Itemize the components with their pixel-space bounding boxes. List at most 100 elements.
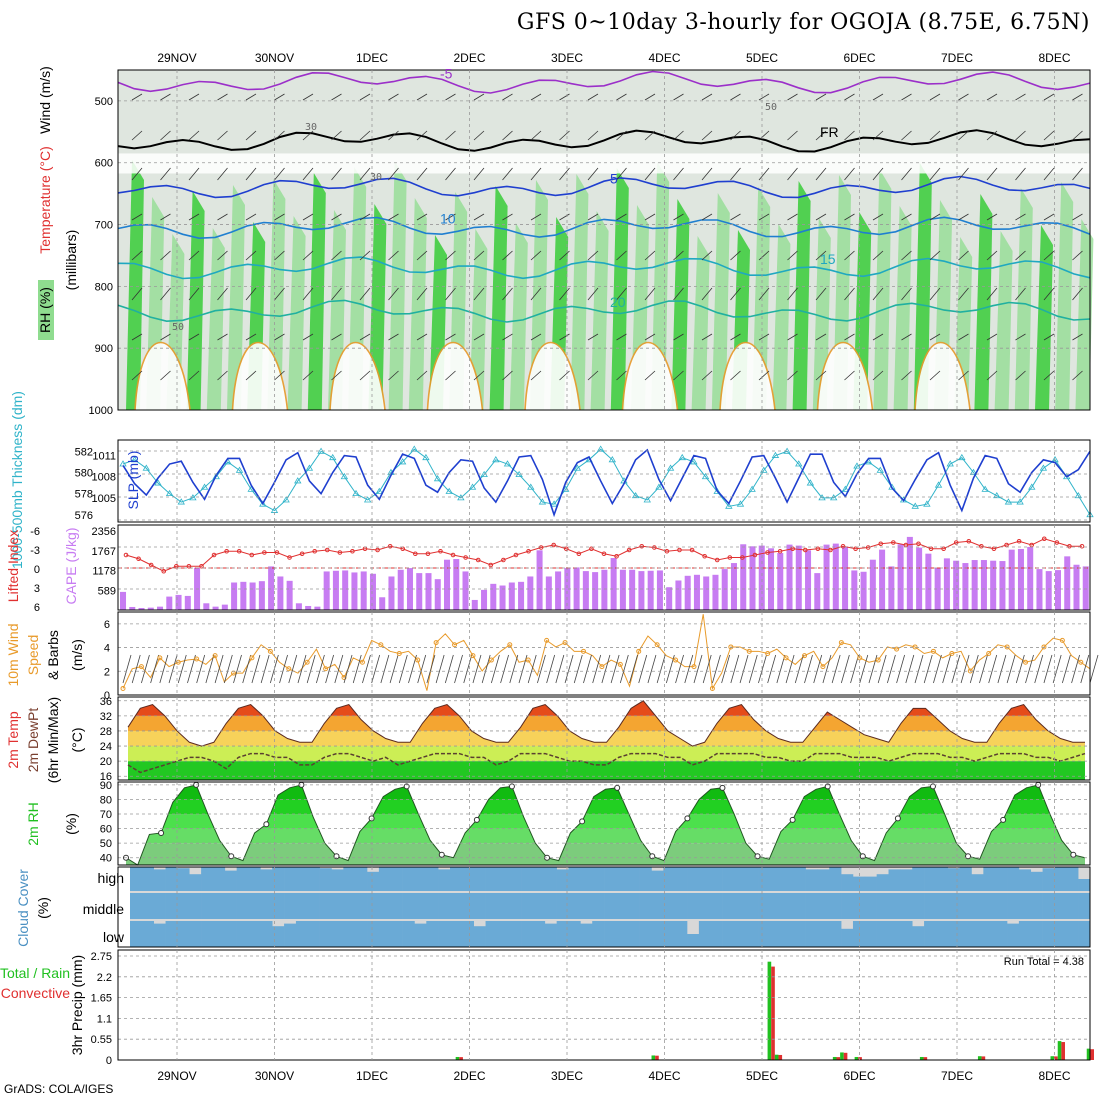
cloud-cover-bar bbox=[663, 921, 676, 947]
rh-band bbox=[408, 198, 427, 410]
wind-barb bbox=[901, 130, 912, 141]
wind-barb bbox=[502, 250, 513, 261]
thickness-point bbox=[713, 487, 721, 494]
precip-total-bar bbox=[455, 1056, 460, 1060]
cloud-cover-bar bbox=[165, 921, 178, 947]
wind-barb bbox=[160, 213, 171, 221]
thickness-point bbox=[329, 453, 337, 461]
cape-bar bbox=[240, 581, 247, 610]
cloud-cover-bar bbox=[450, 893, 463, 919]
wind-barb bbox=[929, 333, 941, 341]
wind-barb bbox=[673, 93, 684, 101]
cloud-cover-bar bbox=[177, 868, 190, 891]
slp-tick-label: 1011 bbox=[92, 451, 116, 463]
cloud-cover-bar bbox=[615, 921, 629, 947]
rh-tick-label: 70 bbox=[100, 809, 112, 821]
wind-barb bbox=[844, 130, 855, 141]
cloud-cover-bar bbox=[509, 893, 522, 919]
wind-barb bbox=[1043, 167, 1055, 181]
lifted-index-point bbox=[589, 546, 594, 552]
cape-bar bbox=[221, 604, 228, 610]
cloud-cover-bar bbox=[935, 867, 949, 891]
thickness-tick-label: 582 bbox=[75, 446, 93, 458]
thickness-tick-label: 580 bbox=[75, 467, 93, 479]
cape-bar bbox=[601, 569, 608, 610]
wind-barb bbox=[359, 333, 371, 341]
cloud-cover-bar bbox=[414, 893, 427, 919]
data-layer bbox=[117, 70, 1099, 1060]
wind-barb bbox=[388, 167, 399, 181]
wind-barb-10m bbox=[776, 654, 786, 684]
boundary-layer-contour bbox=[816, 342, 874, 411]
wind-barb bbox=[958, 167, 969, 181]
wind-barb bbox=[530, 333, 542, 341]
wind-barb bbox=[131, 333, 143, 341]
wind-barb-10m bbox=[490, 654, 500, 684]
date-label-bottom: 4DEC bbox=[648, 1069, 680, 1083]
cloud-cover-bar bbox=[829, 867, 842, 891]
temp-axis-label-c: (6hr Min/Max) bbox=[45, 697, 61, 783]
cloud-cover-bar bbox=[1042, 921, 1055, 947]
wind-barb bbox=[616, 130, 627, 141]
wind-barb-10m bbox=[417, 654, 427, 684]
cloud-cover-bar bbox=[841, 928, 854, 947]
boundary-layer-contour bbox=[329, 342, 386, 411]
wind-barb bbox=[217, 333, 228, 341]
cape-bar bbox=[1054, 570, 1061, 610]
lifted-index-point bbox=[299, 551, 305, 557]
wind-barb bbox=[245, 250, 257, 261]
cloud-cover-bar bbox=[947, 921, 960, 947]
wind-barb bbox=[758, 333, 770, 341]
wind-barb-10m bbox=[933, 654, 942, 684]
precip-convective-bar bbox=[778, 1054, 783, 1060]
lifted-index-point bbox=[652, 545, 657, 550]
cape-bar bbox=[120, 591, 127, 610]
wind-barb bbox=[844, 93, 855, 101]
wind-barb bbox=[929, 93, 941, 101]
wind-barb-10m bbox=[325, 654, 334, 684]
rh-point bbox=[473, 816, 480, 823]
cape-bar bbox=[962, 563, 969, 610]
cape-bar bbox=[795, 545, 802, 610]
cloud-cover-bar bbox=[307, 893, 320, 919]
lifted-index-point bbox=[324, 547, 330, 553]
wind-barb bbox=[1072, 213, 1083, 221]
cape-frame bbox=[117, 524, 1091, 611]
cloud-cover-bar bbox=[212, 867, 226, 891]
thickness-point bbox=[433, 475, 442, 482]
cloud-cover-bar bbox=[817, 869, 830, 891]
wind-barb-10m bbox=[831, 654, 841, 684]
cloud-cover-bar bbox=[556, 921, 569, 947]
precip-total-bar bbox=[840, 1052, 844, 1060]
precip-convective-bar bbox=[981, 1056, 986, 1060]
cloud-cover-bar bbox=[201, 921, 214, 947]
wind-barb bbox=[730, 130, 741, 141]
wind-barb bbox=[1043, 287, 1055, 301]
cape-tick-label: 1767 bbox=[92, 546, 116, 558]
rh-band bbox=[1055, 182, 1074, 410]
cloud-cover-bar bbox=[770, 921, 783, 947]
cloud-cover-bar bbox=[402, 921, 415, 947]
wind-speed-point bbox=[452, 642, 458, 648]
wind-barb-10m bbox=[426, 654, 436, 684]
wind-barb bbox=[701, 250, 713, 261]
precip-total-bar bbox=[651, 1055, 656, 1060]
contour-label: 10 bbox=[440, 211, 456, 227]
cloud-cover-bar bbox=[295, 867, 309, 891]
wind-barb bbox=[445, 130, 456, 141]
thickness-point bbox=[130, 456, 139, 463]
wind-barb bbox=[872, 213, 884, 221]
cloud-cover-bar bbox=[912, 893, 925, 919]
wind-barb bbox=[644, 93, 656, 101]
wind-barb bbox=[1015, 287, 1026, 301]
y-tick-label: 1000 bbox=[89, 405, 113, 417]
cloud-cover-bar bbox=[485, 921, 498, 947]
cloud-cover-bar bbox=[532, 893, 546, 919]
wind-barb bbox=[787, 370, 798, 381]
cloud-cover-bar bbox=[272, 926, 285, 947]
wind-barb bbox=[502, 167, 513, 181]
wind-speed-point bbox=[1041, 644, 1047, 650]
cape-bar bbox=[1008, 549, 1015, 610]
temp-line bbox=[127, 700, 1085, 747]
wind-barb-10m bbox=[997, 654, 1007, 684]
